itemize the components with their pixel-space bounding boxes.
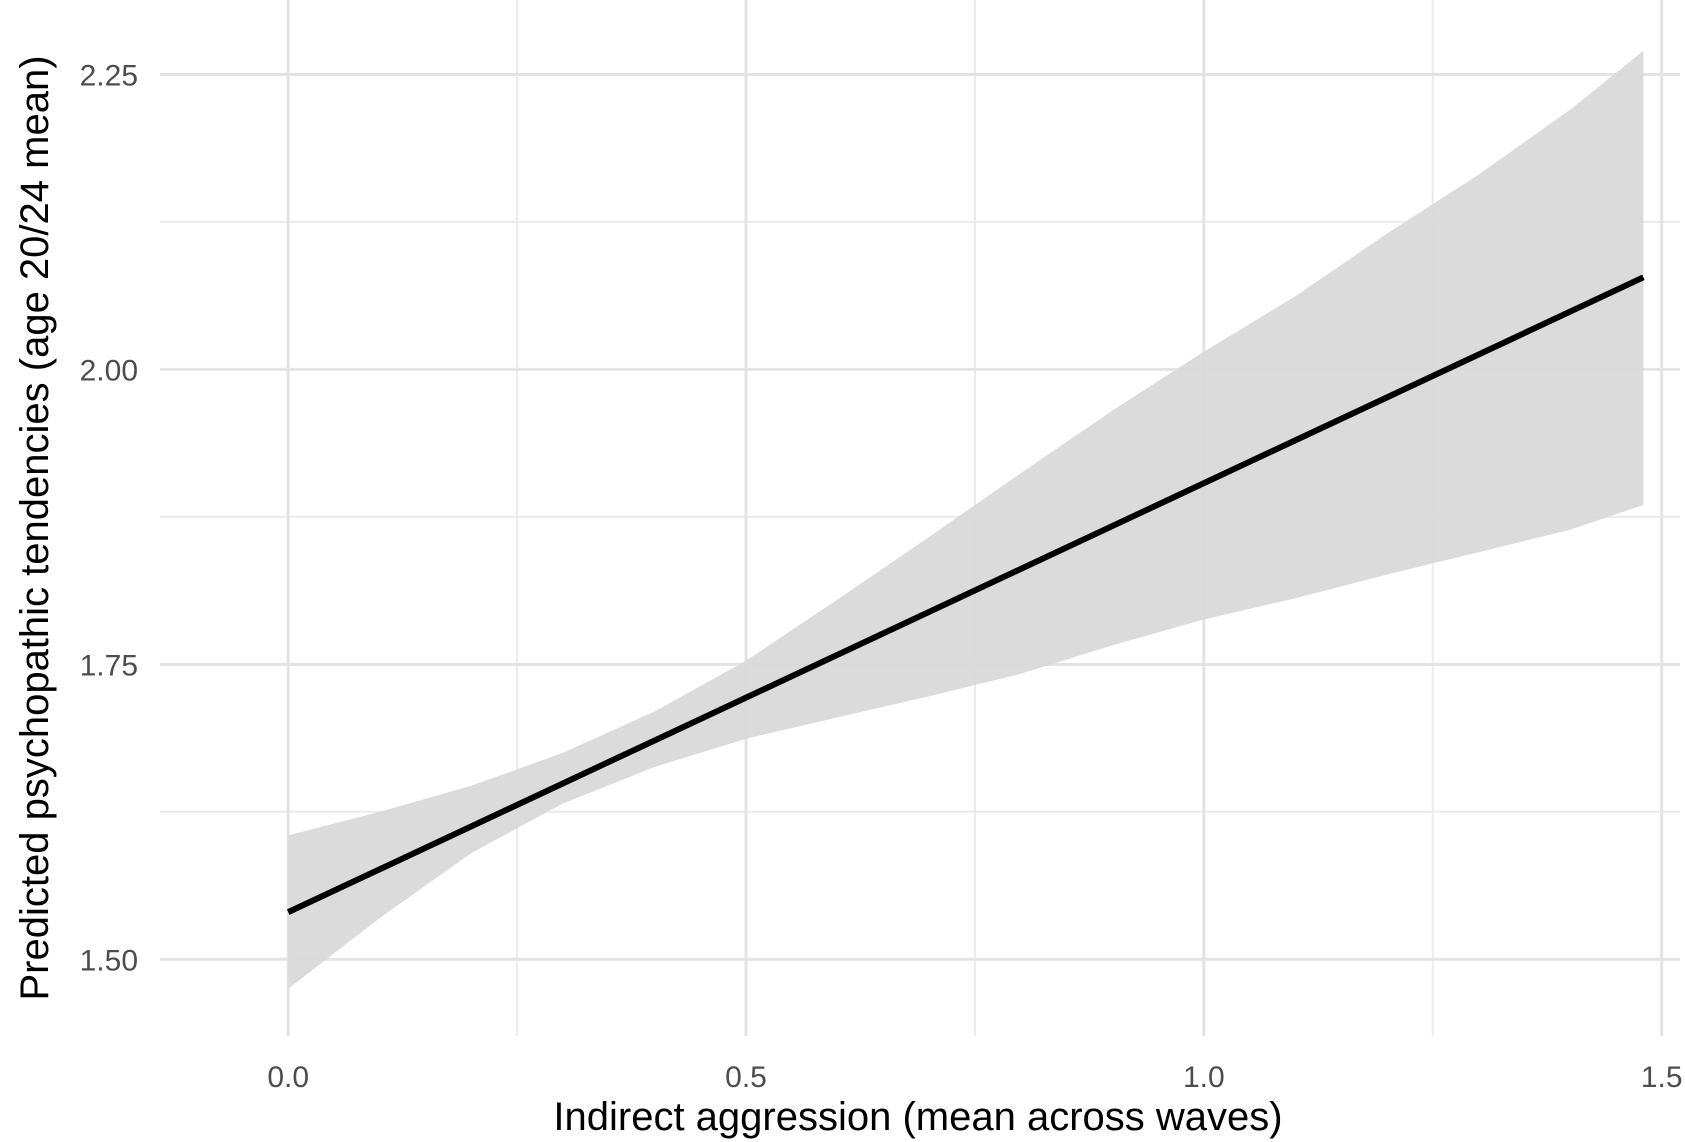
confidence-band-layer	[288, 50, 1644, 989]
y-axis-title: Predicted psychopathic tendencies (age 2…	[13, 55, 57, 1000]
fitted-line	[286, 274, 1645, 915]
x-tick-label: 0.0	[267, 1061, 309, 1094]
x-axis-tick-labels: 0.0 0.5 1.0 1.5	[267, 1061, 1682, 1094]
y-axis-tick-labels: 1.50 1.75 2.00 2.25	[80, 59, 138, 977]
x-tick-label: 1.5	[1641, 1061, 1683, 1094]
y-tick-label: 1.50	[80, 944, 138, 977]
series-layer	[286, 274, 1645, 915]
y-tick-label: 1.75	[80, 649, 138, 682]
y-tick-label: 2.25	[80, 59, 138, 92]
y-tick-label: 2.00	[80, 354, 138, 387]
x-tick-label: 0.5	[725, 1061, 767, 1094]
x-axis-title: Indirect aggression (mean across waves)	[553, 1095, 1282, 1139]
x-tick-label: 1.0	[1183, 1061, 1225, 1094]
confidence-band	[288, 50, 1644, 989]
